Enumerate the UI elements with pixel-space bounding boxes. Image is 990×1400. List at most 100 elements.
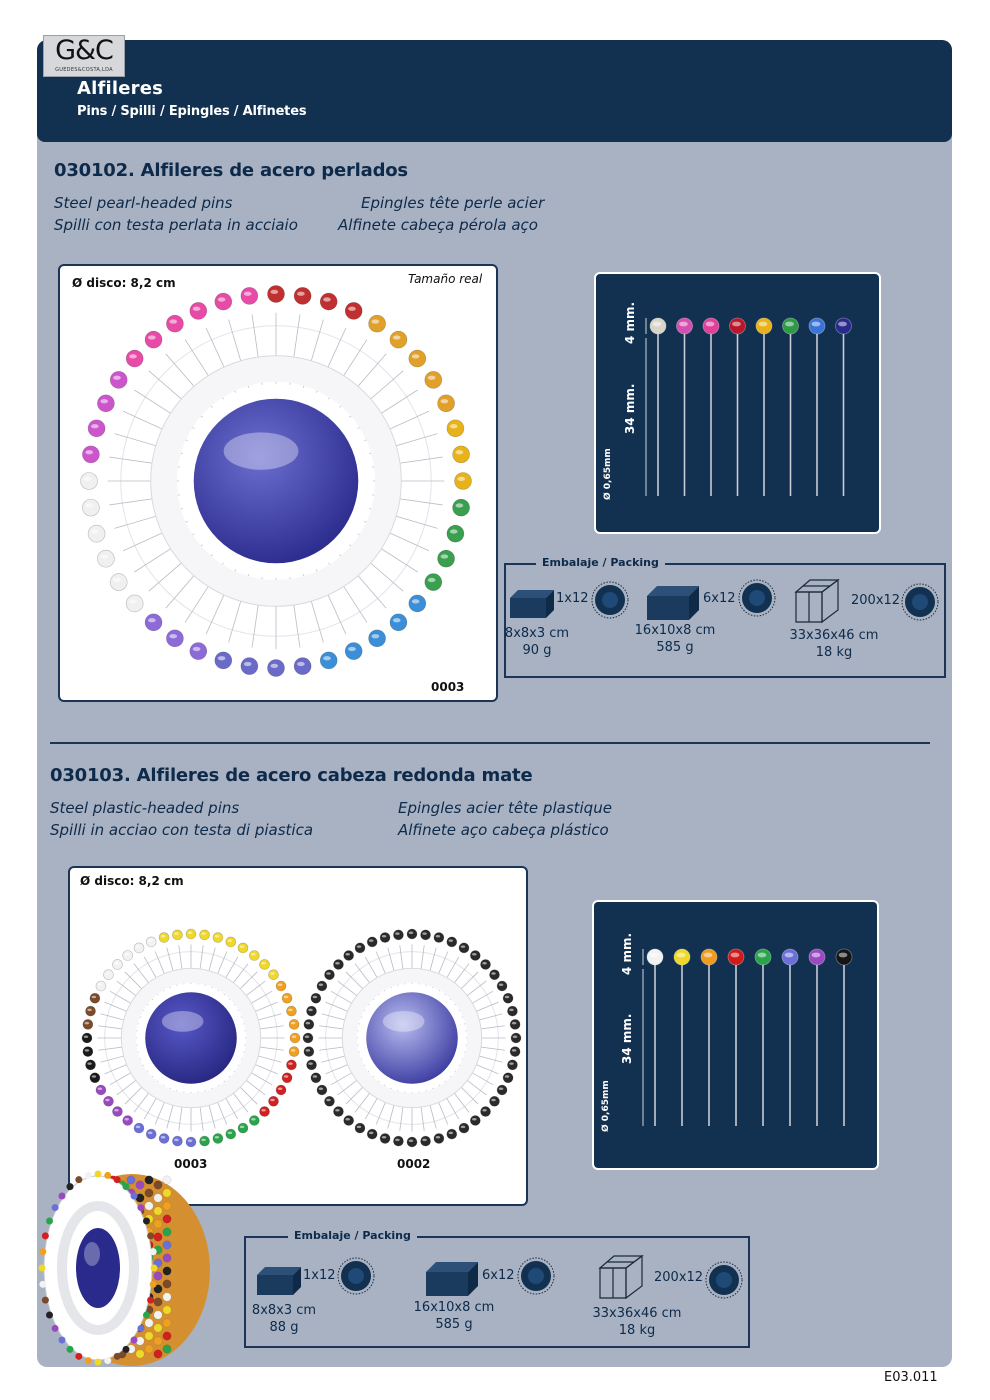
disc2b-pin-highlight <box>308 1008 313 1012</box>
section2-trans-pt: Alfinete aço cabeça plástico <box>398 821 609 839</box>
disc2a-pin-head <box>212 932 224 943</box>
disc2b-pin-head <box>510 1032 522 1044</box>
pack1-box-small-side <box>546 590 554 618</box>
disc1-pin-head <box>125 594 144 613</box>
disc1-pin-head <box>446 524 465 543</box>
disc2a-pin-head <box>281 1072 293 1084</box>
disc1-pin-head <box>344 642 363 660</box>
disc2b-pin-head <box>480 1106 491 1117</box>
disc1-pin-highlight <box>113 577 121 583</box>
disc1-pin-head <box>319 651 338 670</box>
disc1-pin-head <box>408 349 427 368</box>
disc1-pin-head <box>144 330 163 349</box>
disc2b-pin-head <box>316 980 328 992</box>
disc1-pin-head <box>240 657 259 675</box>
section1-pack1-dims: 8x8x3 cm <box>504 626 570 641</box>
disc2a-pin-highlight <box>288 1062 293 1065</box>
disc3d-side-pin <box>153 1180 163 1190</box>
disc2b-pin-head <box>316 1084 328 1096</box>
disc3d-side-pin <box>153 1336 163 1346</box>
disc2b-pin-highlight <box>472 1118 477 1121</box>
disc3d-side-pin <box>153 1310 163 1320</box>
disc3d-face-pin <box>142 1311 150 1319</box>
disc2b-pin-head <box>310 992 322 1004</box>
disc3d-side-pin <box>144 1175 154 1185</box>
disc1-pin-head <box>97 549 115 568</box>
disc1-pin-head <box>293 657 312 675</box>
section2-pin-highlight <box>784 952 794 958</box>
disc3d-side-pin <box>162 1227 172 1237</box>
disc1-pin-highlight <box>427 375 436 380</box>
disc3d-side-pin <box>144 1201 154 1211</box>
disc2a-pin-highlight <box>91 1075 97 1078</box>
disc1-pin-highlight <box>457 476 466 481</box>
disc1-pin-highlight <box>270 289 279 294</box>
disc2a-pin-head <box>259 1106 270 1117</box>
section1-pack3-weight: 18 kg <box>815 645 853 660</box>
disc1-inner-ring <box>150 355 402 607</box>
disc2b-inner-ring-edge <box>341 967 483 1109</box>
disc2a-pin-highlight <box>91 995 97 999</box>
logo-sub-text: GUEDES&COSTA,LDA <box>55 67 113 73</box>
disc3d-face-pin <box>46 1217 54 1225</box>
disc3d-side-pin <box>162 1266 172 1276</box>
disc3d-face-pin <box>66 1183 74 1191</box>
disc1-pin-highlight <box>243 291 252 296</box>
disc2a-pin-head <box>286 1005 297 1017</box>
disc2b-pin-highlight <box>498 1087 504 1090</box>
disc2b-pin-head <box>446 936 458 948</box>
disc3d-face-pin <box>84 1357 92 1365</box>
disc2b-pin-highlight <box>318 1087 324 1090</box>
disc2a-pin-highlight <box>201 932 206 935</box>
disc2a-pin-head <box>95 1084 107 1096</box>
disc2b-pin-head <box>343 950 354 961</box>
disc3d-face-pin <box>137 1204 145 1212</box>
disc1-pin-highlight <box>91 529 99 534</box>
section2-pack3-dims: 33x36x46 cm <box>592 1306 682 1321</box>
section2-pin-highlight <box>811 952 821 958</box>
section1-pin-highlight <box>838 321 847 327</box>
disc3d-side-pin <box>162 1279 172 1289</box>
disc1-pin-head <box>293 287 312 305</box>
disc3d-face-pin <box>51 1324 59 1332</box>
disc2b-pin-highlight <box>345 1118 350 1121</box>
disc3d-side-pin <box>162 1214 172 1224</box>
disc2b-pin-head <box>489 969 500 980</box>
disc2b-pin-highlight <box>460 1125 466 1129</box>
disc1-pin-head <box>125 349 144 368</box>
disc1-center-dome <box>193 398 359 564</box>
disc2a-pin-highlight <box>105 1098 110 1102</box>
disc2b-pin-head <box>433 932 445 943</box>
disc3d-face-pin <box>130 1192 138 1200</box>
disc3d-face-pin <box>94 1170 102 1178</box>
disc2b-pin-head <box>393 929 404 941</box>
disc2a-pin-head <box>185 1136 197 1148</box>
disc2a-inner-ring <box>121 968 261 1108</box>
disc1-pin-highlight <box>91 424 99 429</box>
disc1-pin-highlight <box>323 297 331 302</box>
disc1-pin-highlight <box>169 634 178 639</box>
disc2a-pin-highlight <box>291 1035 297 1038</box>
disc1-pin-highlight <box>85 450 94 455</box>
disc2a-pin-highlight <box>187 931 193 934</box>
disc3d-side-pin <box>135 1180 145 1190</box>
disc2a-pin-head <box>185 928 197 940</box>
disc2b-pin-head <box>310 1072 322 1084</box>
section1-packing-box <box>504 563 946 678</box>
disc2a-pin-highlight <box>288 1008 293 1012</box>
disc1-pin-highlight <box>243 661 252 667</box>
logo-main-text: G&C <box>55 35 114 66</box>
disc2a-pin-head <box>212 1133 224 1144</box>
disc2b-pin-head <box>502 1072 514 1084</box>
disc2b-inner-ring <box>342 968 482 1108</box>
section2-pin-highlight <box>676 952 686 958</box>
disc2b-pin-head <box>507 1059 518 1071</box>
disc2a-pin-head <box>288 1046 300 1057</box>
disc2b-pin-highlight <box>482 1109 487 1112</box>
disc3d-side-pin <box>153 1271 163 1281</box>
disc2a-pin-head <box>158 1133 170 1144</box>
page-title: Alfileres <box>77 78 164 99</box>
disc3d-face-pin <box>122 1345 130 1353</box>
disc2a-pin-highlight <box>147 1131 153 1135</box>
